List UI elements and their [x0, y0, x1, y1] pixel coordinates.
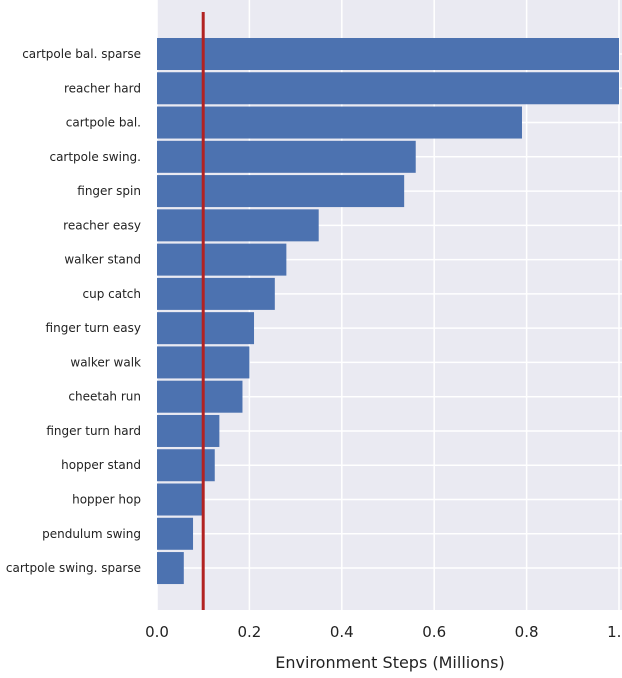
y-tick-label: pendulum swing [42, 527, 141, 541]
bar [157, 552, 184, 585]
y-tick-label: finger turn hard [46, 424, 141, 438]
bar [157, 277, 275, 310]
x-tick-label: 0.4 [330, 623, 354, 641]
y-tick-label: walker walk [70, 355, 141, 369]
bar [157, 414, 220, 447]
y-tick-label: reacher easy [63, 218, 141, 232]
bar [157, 449, 215, 482]
x-axis-label: Environment Steps (Millions) [275, 653, 504, 672]
bar [157, 175, 405, 208]
y-tick-label: walker stand [64, 253, 141, 267]
x-tick-label: 0.6 [422, 623, 446, 641]
x-tick-label: 0.2 [237, 623, 261, 641]
bar [157, 140, 416, 173]
y-tick-label: finger turn easy [46, 321, 141, 335]
x-tick-label: 0.8 [515, 623, 539, 641]
y-tick-label: cartpole bal. [66, 116, 141, 130]
y-tick-label: finger spin [77, 184, 141, 198]
x-tick-label: 1.0 [607, 623, 622, 641]
y-tick-label: cartpole swing. [49, 150, 141, 164]
bar [157, 72, 619, 105]
bar [157, 38, 619, 70]
y-tick-label: cup catch [83, 287, 142, 301]
bar [157, 517, 194, 550]
y-tick-label: cartpole swing. sparse [6, 561, 141, 575]
y-tick-label: hopper stand [61, 458, 141, 472]
y-tick-label: reacher hard [64, 81, 141, 95]
bar [157, 483, 204, 516]
bar [157, 380, 243, 413]
bar [157, 243, 287, 276]
bar [157, 106, 522, 139]
bar [157, 312, 255, 345]
y-tick-label: hopper hop [72, 493, 141, 507]
bar [157, 209, 319, 242]
y-tick-label: cheetah run [68, 390, 141, 404]
y-tick-label: cartpole bal. sparse [22, 47, 141, 61]
x-tick-label: 0.0 [145, 623, 169, 641]
